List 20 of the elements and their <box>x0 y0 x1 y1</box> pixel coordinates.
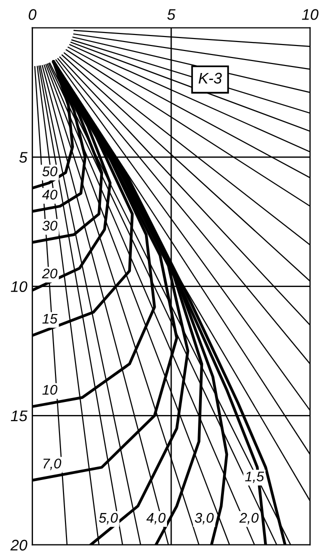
series-label: 15 <box>42 314 58 324</box>
series-label: 50 <box>42 166 58 176</box>
series-label: 40 <box>42 190 58 200</box>
y-tick-label: 20 <box>10 540 28 551</box>
annotation: K-3 <box>198 72 222 84</box>
series-label: 5,0 <box>98 512 118 524</box>
series-label: 20 <box>42 268 58 278</box>
series-label: 3,0 <box>194 512 214 524</box>
y-tick-label: 10 <box>10 281 28 292</box>
y-tick-label: 5 <box>19 152 28 163</box>
x-tick-label: 0 <box>28 9 36 20</box>
series-label: 7,0 <box>43 458 62 470</box>
x-tick-label: 10 <box>302 9 318 20</box>
series-label: 10 <box>42 384 58 395</box>
x-tick-label: 5 <box>167 9 176 20</box>
series-label: 30 <box>42 220 58 231</box>
series-label: 2,0 <box>239 512 259 524</box>
series-label: 1,5 <box>245 472 264 484</box>
series-label: 4,0 <box>146 512 166 524</box>
y-tick-label: 15 <box>10 410 28 422</box>
